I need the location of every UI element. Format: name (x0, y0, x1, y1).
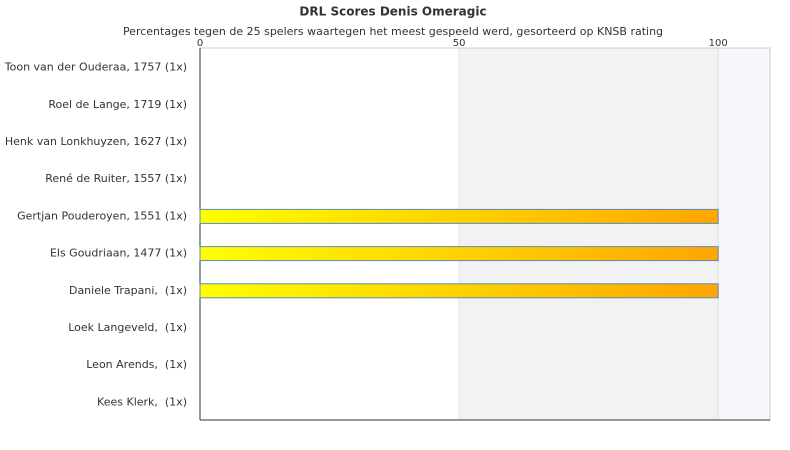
chart-title: DRL Scores Denis Omeragic (299, 5, 486, 19)
plot-band (200, 48, 460, 420)
plot-band (459, 48, 719, 420)
x-tick-label: 100 (709, 38, 728, 49)
y-tick-label: Leon Arends, (1x) (86, 358, 187, 371)
y-tick-label: Els Goudriaan, 1477 (1x) (50, 247, 187, 260)
y-tick-label: René de Ruiter, 1557 (1x) (45, 172, 187, 185)
y-tick-label: Henk van Lonkhuyzen, 1627 (1x) (5, 135, 187, 148)
plot-band (718, 48, 770, 420)
chart-subtitle: Percentages tegen de 25 spelers waartege… (123, 25, 663, 38)
bar (199, 246, 719, 262)
y-tick-label: Loek Langeveld, (1x) (68, 321, 187, 334)
y-tick-label: Kees Klerk, (1x) (97, 395, 187, 408)
y-tick-label: Daniele Trapani, (1x) (69, 284, 187, 297)
bar (199, 283, 719, 299)
y-tick-label: Toon van der Ouderaa, 1757 (1x) (4, 61, 187, 74)
bar (199, 208, 719, 224)
y-tick-label: Roel de Lange, 1719 (1x) (48, 98, 187, 111)
x-tick-label: 0 (197, 38, 203, 49)
y-tick-label: Gertjan Pouderoyen, 1551 (1x) (17, 209, 187, 222)
x-tick-label: 50 (453, 38, 466, 49)
